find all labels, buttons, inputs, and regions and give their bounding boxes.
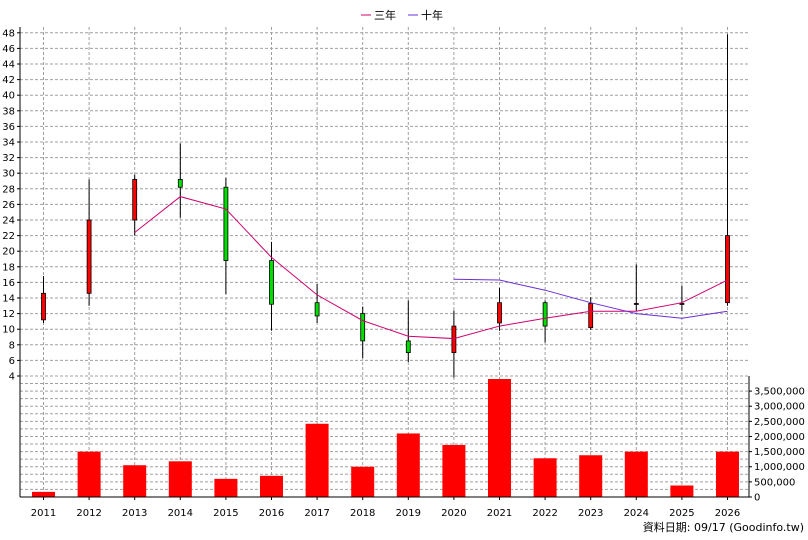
candle-body bbox=[725, 235, 730, 304]
volume-bar bbox=[305, 423, 329, 497]
candle-body bbox=[41, 292, 46, 321]
volume-bar bbox=[442, 444, 466, 497]
volume-bars bbox=[32, 379, 739, 497]
candle-body bbox=[451, 325, 457, 353]
volume-tick-label: 2,000,000 bbox=[754, 432, 805, 443]
candle-body bbox=[269, 260, 274, 305]
year-tick-label: 2017 bbox=[304, 508, 329, 519]
price-tick-label: 46 bbox=[2, 44, 15, 55]
volume-bar bbox=[168, 461, 192, 497]
candle-body bbox=[497, 302, 502, 324]
legend-label-3yr: 三年 bbox=[374, 8, 396, 22]
candle-body bbox=[132, 179, 138, 221]
price-tick-label: 32 bbox=[2, 153, 15, 164]
price-tick-label: 40 bbox=[2, 91, 15, 102]
volume-tick-label: 3,000,000 bbox=[754, 402, 805, 413]
candle-body bbox=[588, 303, 594, 329]
year-tick-label: 2011 bbox=[31, 508, 56, 519]
price-tick-label: 22 bbox=[2, 231, 15, 242]
price-tick-label: 34 bbox=[2, 138, 15, 149]
price-tick-label: 18 bbox=[2, 262, 15, 273]
year-tick-label: 2014 bbox=[168, 508, 193, 519]
candle-body bbox=[405, 340, 411, 353]
volume-bar bbox=[533, 458, 557, 497]
year-tick-label: 2013 bbox=[122, 508, 147, 519]
price-tick-label: 10 bbox=[2, 325, 15, 336]
candlesticks bbox=[41, 34, 730, 378]
candle-body bbox=[223, 186, 229, 261]
year-tick-label: 2012 bbox=[76, 508, 101, 519]
volume-tick-label: 0 bbox=[754, 493, 760, 504]
price-tick-label: 20 bbox=[2, 247, 15, 258]
candle-body bbox=[360, 313, 366, 342]
volume-tick-label: 2,500,000 bbox=[754, 417, 805, 428]
price-tick-label: 36 bbox=[2, 122, 15, 133]
price-tick-label: 4 bbox=[9, 372, 15, 383]
volume-bar bbox=[624, 451, 648, 497]
price-tick-label: 30 bbox=[2, 169, 15, 180]
year-axis-ticks: 2011 2012 2013 2014 2015 2016 2017 2018 2019 2020… bbox=[31, 497, 740, 519]
volume-bar bbox=[260, 475, 283, 497]
price-tick-label: 24 bbox=[2, 216, 15, 227]
candle-body bbox=[679, 303, 685, 305]
legend-label-10yr: 十年 bbox=[421, 8, 443, 22]
candle-body bbox=[633, 303, 639, 305]
candle-body bbox=[177, 179, 183, 188]
volume-bar bbox=[716, 451, 739, 497]
candle-body bbox=[542, 302, 548, 327]
price-axis-ticks: 4681012141618202224262830323436384042444… bbox=[2, 28, 20, 383]
volume-tick-label: 1,000,000 bbox=[754, 462, 805, 473]
line-10yr bbox=[453, 278, 728, 319]
volume-axis-ticks: 0 500,000 1,000,000 1,500,000 2,000,000 2,500… bbox=[749, 387, 805, 504]
moving-average-lines bbox=[134, 196, 728, 340]
volume-tick-label: 3,500,000 bbox=[754, 387, 805, 398]
year-tick-label: 2020 bbox=[441, 508, 466, 519]
chart-legend: 三年 十年 bbox=[361, 8, 443, 22]
volume-bar bbox=[32, 491, 55, 497]
data-date-footer: 資料日期: 09/17 (Goodinfo.tw) bbox=[643, 520, 804, 534]
chart-grid bbox=[20, 27, 749, 497]
price-tick-label: 26 bbox=[2, 200, 15, 211]
volume-bar bbox=[214, 478, 238, 497]
year-tick-label: 2023 bbox=[578, 508, 603, 519]
year-tick-label: 2016 bbox=[259, 508, 284, 519]
volume-tick-label: 500,000 bbox=[754, 477, 795, 488]
line-3yr bbox=[134, 196, 728, 340]
year-tick-label: 2024 bbox=[624, 508, 649, 519]
year-tick-label: 2021 bbox=[487, 508, 512, 519]
price-tick-label: 44 bbox=[2, 60, 15, 71]
year-tick-label: 2015 bbox=[213, 508, 238, 519]
price-tick-label: 6 bbox=[9, 356, 15, 367]
year-tick-label: 2019 bbox=[396, 508, 421, 519]
year-tick-label: 2025 bbox=[669, 508, 694, 519]
volume-bar bbox=[77, 451, 101, 497]
year-tick-label: 2026 bbox=[715, 508, 740, 519]
price-tick-label: 12 bbox=[2, 309, 15, 320]
volume-bar bbox=[579, 455, 603, 497]
volume-bar bbox=[396, 433, 420, 497]
volume-bar bbox=[351, 466, 375, 497]
year-tick-label: 2018 bbox=[350, 508, 375, 519]
price-tick-label: 8 bbox=[9, 340, 15, 351]
plot-area bbox=[20, 27, 749, 497]
volume-bar bbox=[123, 465, 147, 497]
candle-body bbox=[86, 219, 92, 294]
price-tick-label: 14 bbox=[2, 294, 15, 305]
year-tick-label: 2022 bbox=[532, 508, 557, 519]
volume-tick-label: 1,500,000 bbox=[754, 447, 805, 458]
price-tick-label: 48 bbox=[2, 28, 15, 39]
price-tick-label: 38 bbox=[2, 106, 15, 117]
price-tick-label: 28 bbox=[2, 184, 15, 195]
volume-bar bbox=[670, 485, 694, 497]
volume-bar bbox=[488, 379, 511, 497]
candle-body bbox=[314, 302, 320, 317]
price-tick-label: 16 bbox=[2, 278, 15, 289]
price-tick-label: 42 bbox=[2, 75, 15, 86]
